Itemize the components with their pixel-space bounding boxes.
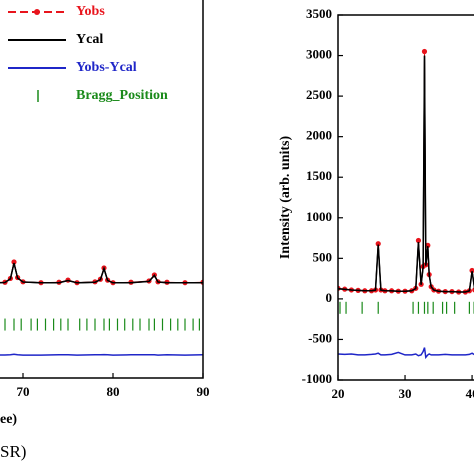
x-tick-label: 40 bbox=[466, 386, 474, 401]
profile-line bbox=[338, 347, 474, 360]
y-tick-label: 1000 bbox=[306, 209, 332, 224]
y-tick-label: 2000 bbox=[306, 128, 332, 143]
y-tick-label: 3000 bbox=[306, 47, 332, 62]
caption: SR) bbox=[0, 442, 26, 461]
y-tick-label: 0 bbox=[326, 290, 333, 305]
x-tick-label: 30 bbox=[399, 386, 412, 401]
x-axis-label: ee) bbox=[0, 412, 17, 427]
legend-label: Bragg_Position bbox=[76, 88, 168, 103]
axes-frame bbox=[337, 14, 474, 381]
y-axis-label: Intensity (arb. units) bbox=[278, 136, 293, 260]
calc-line-overlay bbox=[338, 55, 474, 293]
y-tick-label: -500 bbox=[308, 330, 332, 345]
profile-line bbox=[338, 51, 474, 293]
data-point bbox=[415, 237, 422, 244]
data-point bbox=[375, 241, 381, 247]
legend-marker bbox=[34, 9, 40, 15]
legend-label: Yobs bbox=[76, 4, 105, 19]
legend-label: Ycal bbox=[76, 32, 103, 47]
x-tick-label: 20 bbox=[332, 386, 345, 401]
profile-line bbox=[0, 353, 203, 356]
profile-line bbox=[338, 55, 474, 293]
y-tick-label: 2500 bbox=[306, 87, 332, 102]
plot-area bbox=[338, 48, 474, 360]
x-tick-label: 70 bbox=[17, 384, 30, 399]
y-tick-label: 3500 bbox=[306, 6, 332, 21]
y-tick-label: 500 bbox=[313, 249, 333, 264]
x-tick-label: 90 bbox=[197, 384, 210, 399]
axes-frame bbox=[0, 0, 204, 379]
calc-line-overlay bbox=[0, 262, 203, 284]
y-tick-label: 1500 bbox=[306, 168, 332, 183]
data-point bbox=[11, 259, 17, 265]
legend-label: Yobs-Ycal bbox=[76, 60, 137, 75]
y-tick-label: -1000 bbox=[302, 371, 332, 386]
x-tick-label: 80 bbox=[107, 384, 120, 399]
data-point bbox=[425, 242, 431, 248]
data-point bbox=[421, 48, 428, 55]
plot-area bbox=[0, 259, 203, 356]
